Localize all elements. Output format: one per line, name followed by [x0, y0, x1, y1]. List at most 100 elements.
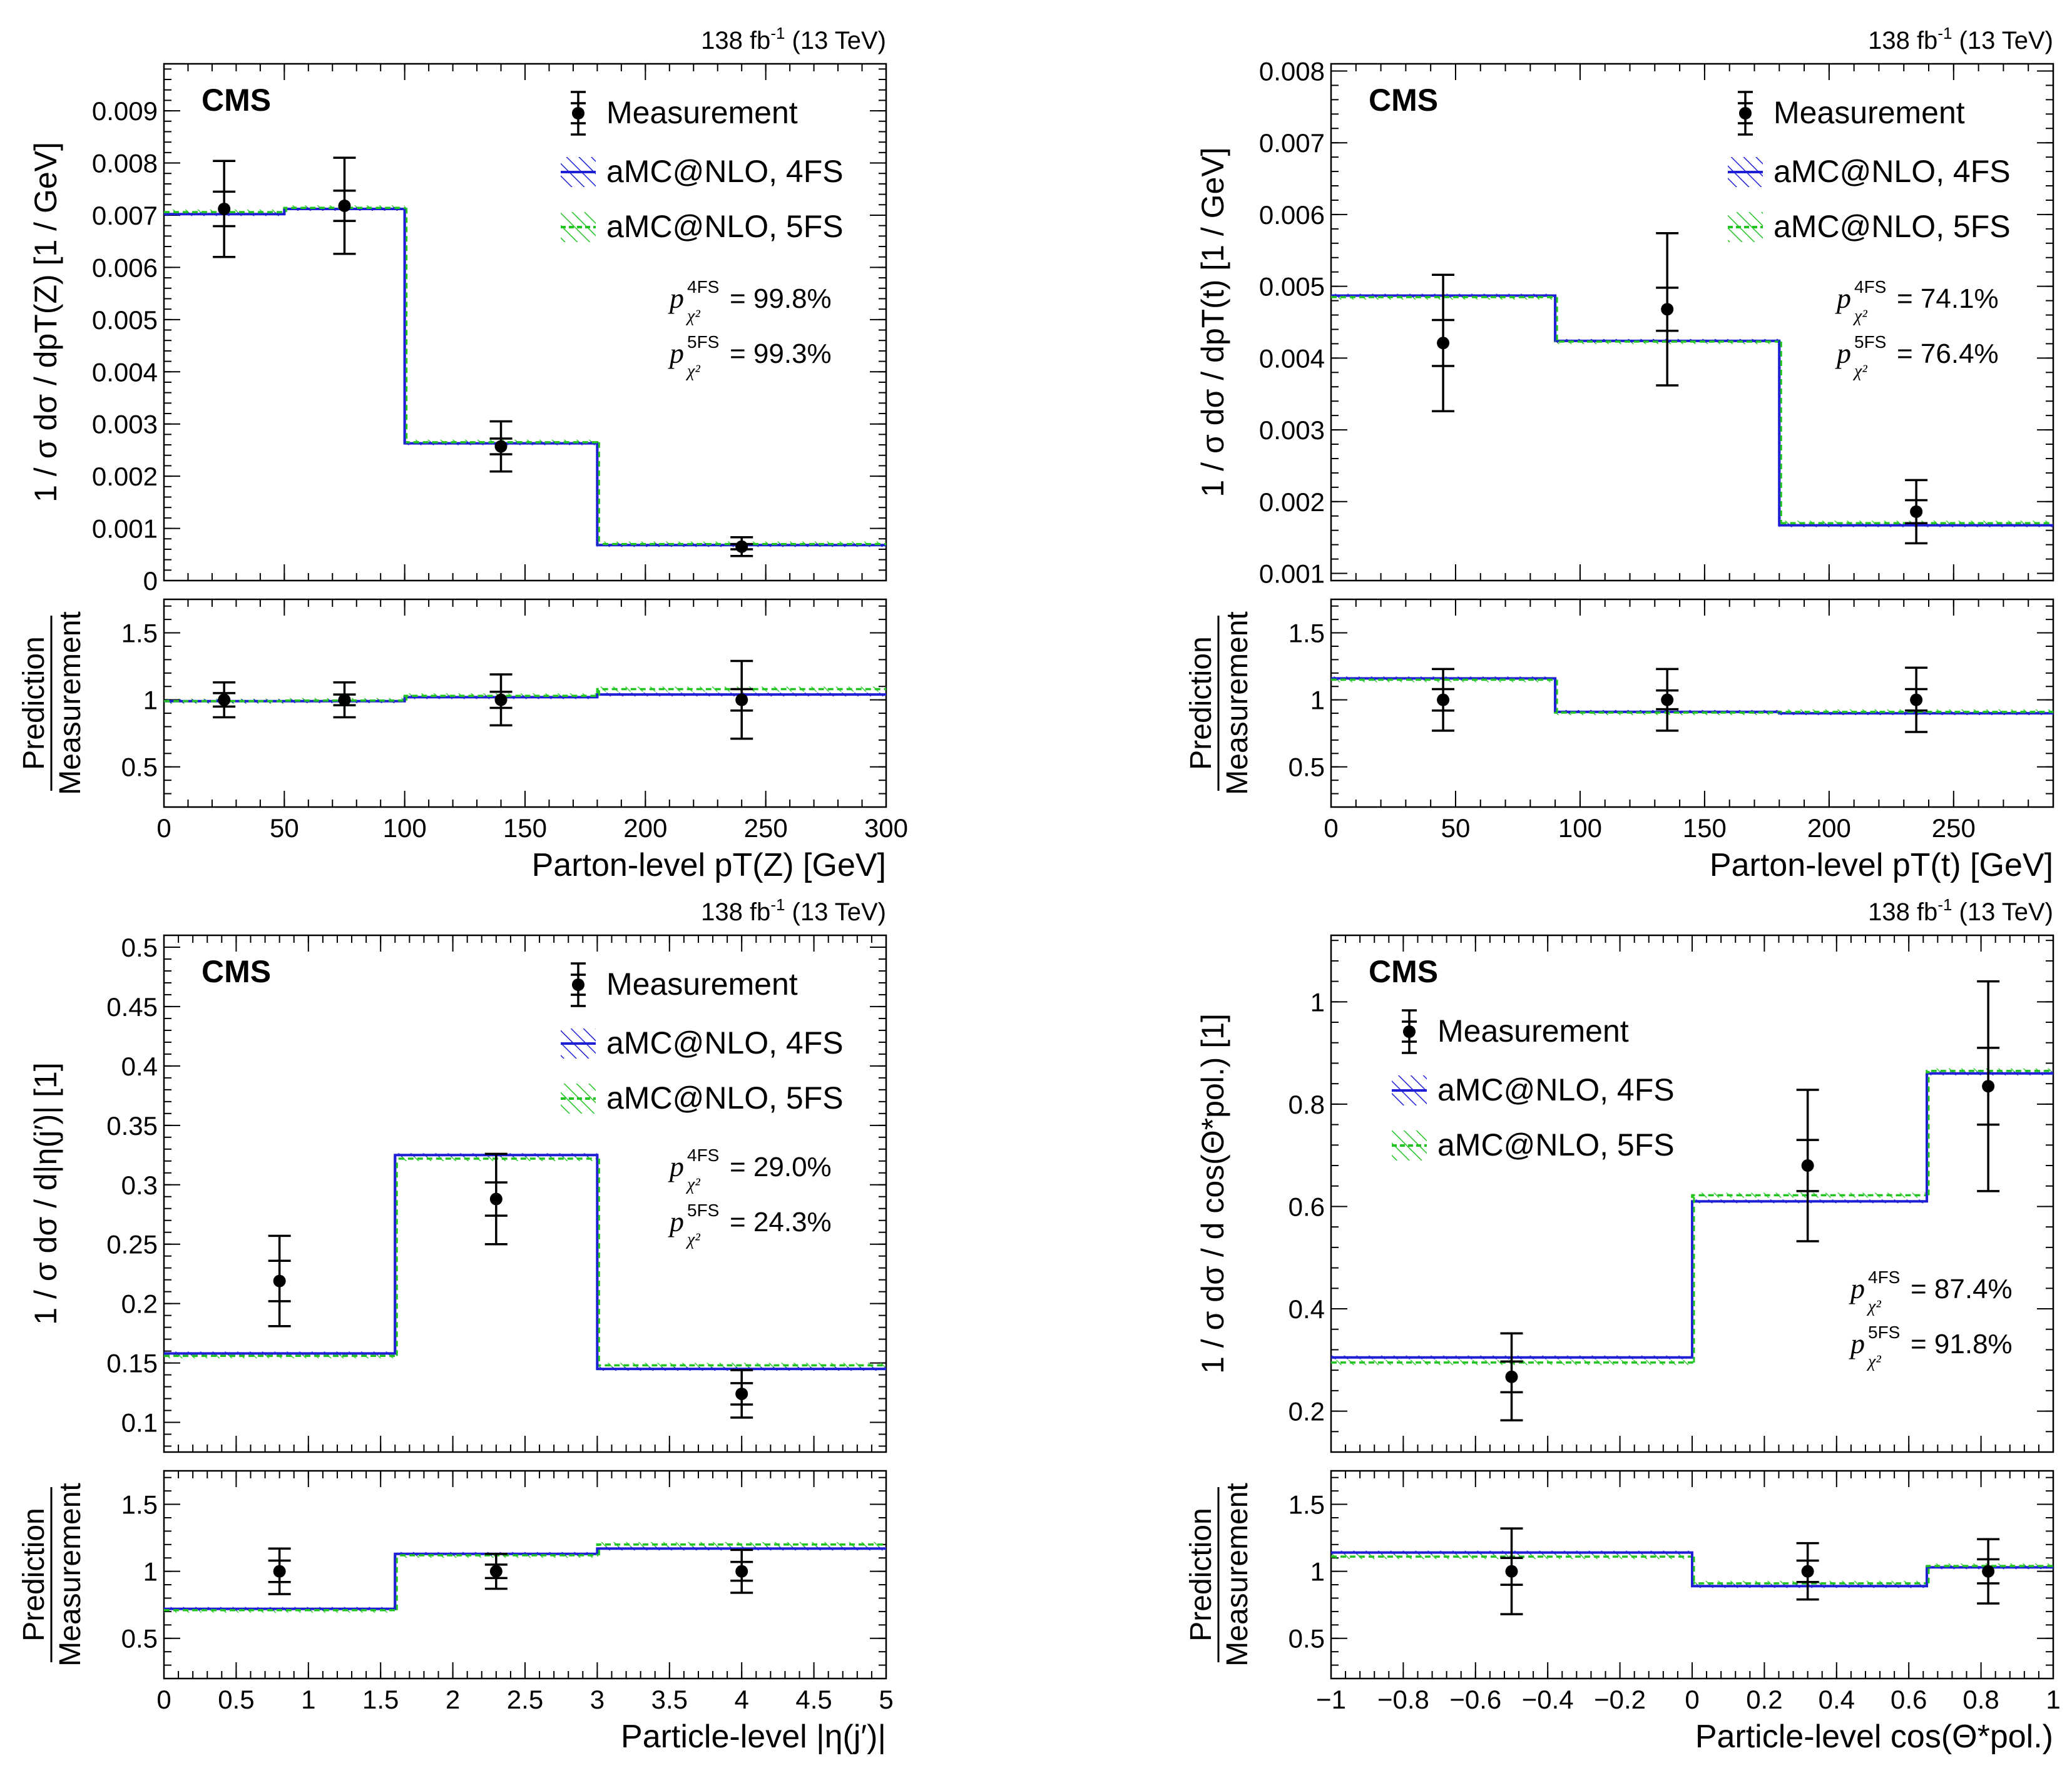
panel-top-left-measurement-point-marker: [218, 202, 231, 215]
panel-bottom-left-legend-4fs-label: aMC@NLO, 4FS: [606, 1025, 844, 1060]
panel-bottom-left-pvalue-sub: χ²: [685, 1230, 700, 1249]
panel-bottom-right-ratio-xtick-label: 0.6: [1891, 1685, 1927, 1714]
panel-bottom-right-legend-measurement-marker: [1403, 1025, 1416, 1038]
panel-top-right-main-ytick-label: 0.004: [1259, 343, 1325, 373]
panel-top-left-pvalue-sub: χ²: [685, 362, 700, 381]
panel-bottom-left-ratio-xtick-label: 4: [735, 1685, 749, 1714]
panel-bottom-left-main-ytick-label: 0.35: [106, 1111, 158, 1141]
panel-top-left-pvalue-sup: 5FS: [687, 332, 719, 352]
panel-top-right-pvalue-4fs: = 74.1%: [1897, 283, 1999, 314]
panel-top-right-pvalue-5fs: = 76.4%: [1897, 338, 1999, 369]
panel-bottom-right-measurement-point-marker: [1982, 1080, 1995, 1093]
panel-top-right-measurement-point-marker: [1661, 303, 1674, 316]
panel-top-left-main-ytick-label: 0.003: [92, 410, 158, 439]
panel-top-right-main-ytick-label: 0.005: [1259, 272, 1325, 302]
panel-bottom-right-ylabel: 1 / σ dσ / d cos(Θ*pol.) [1]: [1195, 1014, 1230, 1374]
panel-bottom-left-ratio-measurement-point-marker: [489, 1565, 503, 1578]
panel-bottom-left-main-frame: [163, 934, 887, 1453]
panel-top-right-ratio-frame: [1330, 598, 2054, 808]
panel-bottom-right-legend-measurement-label: Measurement: [1437, 1014, 1629, 1049]
panel-top-right-ratio-xtick-label: 150: [1683, 813, 1727, 843]
panel-top-left-main-ytick-label: 0.005: [92, 305, 158, 335]
panel-top-left-ratio-xtick-label: 150: [503, 813, 547, 843]
panel-top-left-4fs-line: [164, 207, 886, 547]
panel-top-left-main-ytick-label: 0.007: [92, 201, 158, 230]
panel-bottom-right-ratio-xtick-label: 0.2: [1746, 1685, 1782, 1714]
panel-top-left-pvalue-sup: 4FS: [687, 277, 719, 297]
panel-top-left: 0 0.001 0.002 0.003 0.004 0.005 0.006 0.007 0.00…: [18, 24, 908, 883]
panel-top-left-cms-label: CMS: [202, 83, 271, 118]
panel-top-right: 0.001 0.002 0.003 0.004 0.005 0.006 0.007 0.008…: [1185, 24, 2054, 883]
panel-bottom-right-main-ytick-label: 0.8: [1289, 1090, 1325, 1119]
panel-top-right-ratio-xtick-label: 250: [1932, 813, 1976, 843]
panel-bottom-left-main-ytick-label: 0.5: [121, 933, 158, 962]
panel-top-right-ratio-measurement-point-marker: [1661, 693, 1674, 706]
panel-top-right-legend-5fs-label: aMC@NLO, 5FS: [1773, 209, 2011, 244]
panel-top-left-xlabel: Parton-level pT(Z) [GeV]: [532, 847, 886, 883]
panel-bottom-right-ratio-xtick-label: −1: [1316, 1685, 1346, 1714]
panel-bottom-left-ylabel: 1 / σ dσ / d|η(j′)| [1]: [28, 1062, 63, 1324]
panel-bottom-left-ratio-xtick-label: 4.5: [795, 1685, 832, 1714]
panel-top-right-pvalue-sub: χ²: [1852, 307, 1867, 326]
panel-bottom-right-legend-4fs-label: aMC@NLO, 4FS: [1437, 1072, 1675, 1107]
panel-top-left-main-ytick-label: 0.008: [92, 149, 158, 178]
panel-top-right-legend-measurement-label: Measurement: [1773, 95, 1965, 130]
panel-top-left-ratio-measurement-point-marker: [338, 693, 351, 706]
panel-top-left-main-ytick-label: 0.006: [92, 253, 158, 282]
panel-top-left-ratio-ytick-label: 1: [143, 686, 158, 715]
panel-bottom-left-measurement-point-marker: [273, 1274, 286, 1288]
panel-bottom-left-main-ytick-label: 0.2: [121, 1289, 158, 1319]
panel-top-left-pvalue-p: p: [668, 282, 684, 314]
panel-top-left-lumi-label: 138 fb-1 (13 TeV): [701, 24, 886, 54]
panel-bottom-left-main-ytick-label: 0.1: [121, 1408, 158, 1438]
panel-bottom-left-legend-measurement-label: Measurement: [606, 967, 798, 1002]
panel-bottom-left-ratio-measurement-point-marker: [735, 1565, 748, 1578]
panel-bottom-left-ratio-xtick-label: 3: [590, 1685, 605, 1714]
panel-top-right-lumi-label: 138 fb-1 (13 TeV): [1868, 24, 2053, 54]
panel-top-right-pvalue-p: p: [1835, 337, 1851, 369]
panel-bottom-right-ratio-measurement-point-marker: [1801, 1565, 1814, 1578]
panel-bottom-right-ratio-ytick-label: 0.5: [1289, 1624, 1325, 1654]
panel-bottom-right-pvalue-4fs: = 87.4%: [1911, 1274, 2013, 1304]
panel-bottom-left-ratio-ytick-label: 0.5: [121, 1624, 158, 1654]
panel-top-left-main-ytick-label: 0.001: [92, 514, 158, 544]
panel-bottom-left-main-ytick-label: 0.3: [121, 1171, 158, 1200]
panel-top-left-ratio-xtick-label: 50: [270, 813, 299, 843]
panel-top-right-main-ytick-label: 0.002: [1259, 487, 1325, 517]
panel-top-right-pvalue-p: p: [1835, 282, 1851, 314]
panel-bottom-right-xlabel: Particle-level cos(Θ*pol.): [1695, 1719, 2053, 1755]
panel-top-left-ratio-measurement-point-marker: [218, 693, 231, 706]
panel-bottom-left-pvalue-sub: χ²: [685, 1175, 700, 1194]
panel-bottom-right-ratio-measurement-point-marker: [1982, 1565, 1995, 1578]
panel-bottom-left-main-ytick-label: 0.15: [106, 1349, 158, 1378]
panel-top-right-pvalue-sup: 5FS: [1854, 332, 1886, 352]
panel-top-left-legend-5fs-label: aMC@NLO, 5FS: [606, 209, 844, 244]
panel-top-left-measurement-point-marker: [338, 199, 351, 212]
panel-top-left-main-ytick-label: 0.004: [92, 357, 158, 387]
panel-bottom-left-legend-measurement-marker: [572, 978, 584, 991]
panel-top-right-ratio-xtick-label: 0: [1324, 813, 1338, 843]
panel-bottom-left-ratio-ylabel-top: Prediction: [18, 1508, 51, 1641]
panel-top-right-ratio-ylabel-top: Prediction: [1185, 636, 1218, 770]
panel-bottom-left-pvalue-sup: 4FS: [687, 1146, 719, 1165]
panel-top-right-main-ytick-label: 0.001: [1259, 559, 1325, 589]
panel-top-right-legend-measurement-marker: [1739, 107, 1752, 119]
panel-bottom-right-main-ytick-label: 0.2: [1289, 1397, 1325, 1426]
panel-top-left-pvalue-p: p: [668, 337, 684, 369]
panel-bottom-left-pvalue-5fs: = 24.3%: [730, 1207, 832, 1237]
panel-bottom-left-xlabel: Particle-level |η(j′)|: [621, 1719, 886, 1755]
panel-bottom-right-pvalue-sup: 5FS: [1868, 1323, 1900, 1342]
panel-top-left-pvalue-5fs: = 99.3%: [730, 338, 832, 369]
panel-bottom-right-lumi-label: 138 fb-1 (13 TeV): [1868, 895, 2053, 926]
panel-bottom-left-pvalue-p: p: [668, 1151, 684, 1182]
panel-bottom-left-ratio-5fs-line: [164, 1543, 886, 1612]
panel-bottom-left-ratio-xtick-label: 5: [879, 1685, 893, 1714]
panel-bottom-left-ratio-frame: [163, 1470, 887, 1680]
panel-top-right-ratio-xtick-label: 200: [1807, 813, 1851, 843]
panel-top-right-main-ytick-label: 0.008: [1259, 56, 1325, 86]
panel-top-left-legend-measurement-marker: [572, 107, 584, 119]
panel-bottom-left-legend-5fs-label: aMC@NLO, 5FS: [606, 1080, 844, 1115]
panel-bottom-right-ratio-ytick-label: 1.5: [1289, 1490, 1325, 1520]
panel-bottom-right-ratio-ytick-label: 1: [1310, 1557, 1325, 1587]
panel-bottom-left-ratio-xtick-label: 1: [301, 1685, 315, 1714]
